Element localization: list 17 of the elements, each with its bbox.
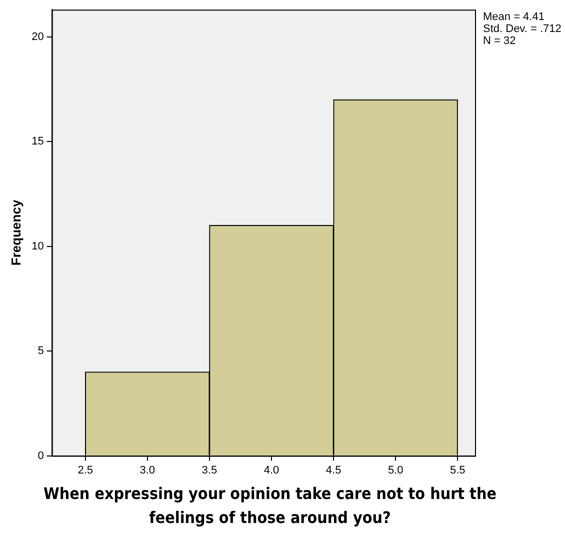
x-tick-label: 3.0 — [140, 464, 156, 476]
y-axis-title: Frequency — [8, 199, 24, 266]
x-axis-title: When expressing your opinion take care not to hurt the feelings of those around you? — [42, 483, 498, 529]
text: N = 32 — [483, 35, 516, 48]
x-tick-label: 3.5 — [202, 464, 218, 476]
text: Std. Dev. = .712 — [483, 23, 562, 36]
text: Mean = 4.41 — [483, 11, 544, 24]
x-tick-label: 5.5 — [450, 464, 466, 476]
x-tick-label: 4.0 — [264, 464, 280, 476]
x-tick-label: 4.5 — [326, 464, 342, 476]
y-tick-label: 20 — [32, 30, 44, 43]
y-tick-label: 0 — [38, 450, 44, 462]
x-tick-label: 5.0 — [388, 464, 404, 476]
x-tick-label: 2.5 — [78, 464, 93, 476]
y-tick-label: 5 — [38, 345, 44, 358]
y-tick-label: 15 — [32, 136, 44, 148]
y-tick-label: 10 — [32, 240, 44, 252]
